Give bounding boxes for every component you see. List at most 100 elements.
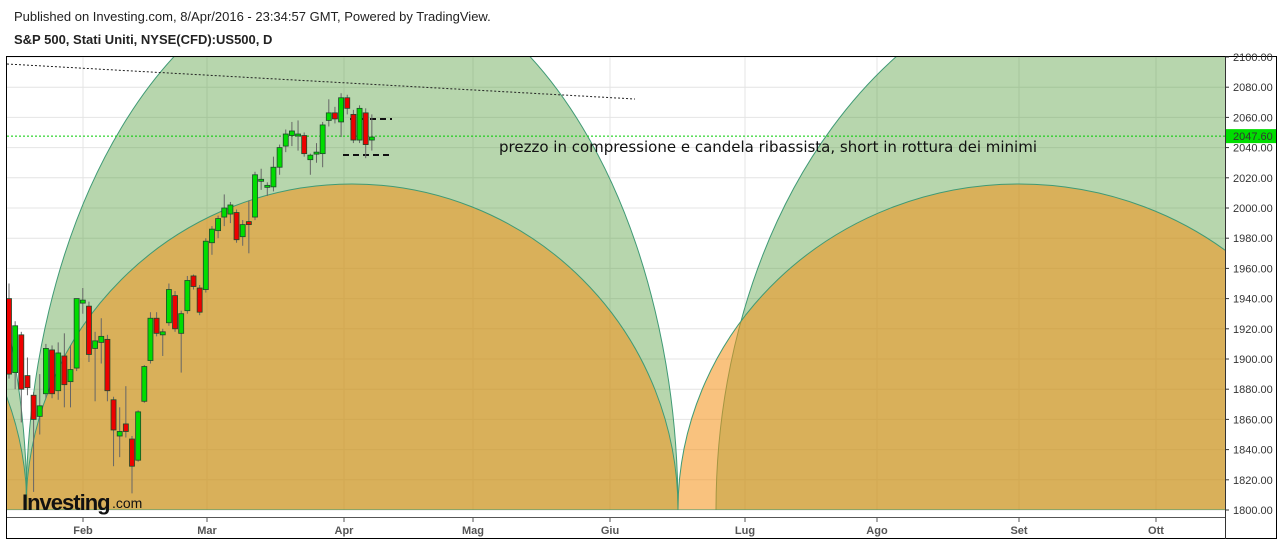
price-axis[interactable]: 2100.00 2080.00 2060.00 2040.00 2020.00 2000.…: [1225, 52, 1273, 517]
candle-body: [356, 107, 363, 141]
price-tick-label: 1960.00: [1233, 263, 1273, 275]
candle: [295, 120, 301, 151]
candle: [276, 144, 283, 175]
candle-body: [362, 112, 369, 145]
candle-body: [209, 228, 215, 244]
drawings: [7, 63, 1225, 156]
candle: [252, 171, 258, 221]
candle-body: [258, 178, 265, 182]
trend-line[interactable]: [7, 63, 636, 100]
candle: [221, 194, 228, 227]
candle-body: [67, 369, 74, 383]
candle-body: [110, 399, 117, 431]
time-tick-label: Giu: [601, 525, 619, 537]
candle: [104, 334, 111, 402]
time-axis[interactable]: Feb Mar Apr Mag Giu Lug Ago Set Ott: [73, 517, 1164, 537]
price-tick-label: 2020.00: [1233, 173, 1273, 185]
candle: [18, 331, 25, 423]
candle: [129, 436, 135, 494]
candle-body: [270, 166, 277, 188]
candle: [36, 374, 43, 435]
candle-body: [92, 340, 98, 349]
candle-body: [49, 349, 55, 395]
time-tick-label: Mar: [197, 525, 217, 537]
candle: [338, 93, 345, 138]
candle-body: [227, 204, 234, 215]
candle: [282, 129, 289, 153]
candle-body: [295, 133, 301, 137]
candle-body: [61, 355, 68, 386]
candle: [332, 106, 338, 124]
candle-body: [196, 287, 203, 313]
candle: [172, 291, 178, 332]
candle-body: [221, 207, 228, 218]
time-tick-label: Lug: [735, 525, 755, 537]
candle: [110, 396, 117, 467]
candle: [122, 386, 129, 438]
candle: [209, 226, 215, 255]
time-tick-label: Ott: [1148, 525, 1164, 537]
price-tick-label: 1840.00: [1233, 445, 1273, 457]
candle-body: [190, 275, 197, 287]
candle-body: [36, 405, 43, 417]
candle: [202, 238, 209, 293]
candle: [43, 343, 49, 399]
candle: [135, 410, 142, 462]
cycle-1-orange-arc: [25, 183, 679, 510]
candles: [7, 93, 375, 494]
time-tick-label: Set: [1010, 525, 1027, 537]
svg-text:.com: .com: [112, 495, 142, 511]
candle-body: [313, 151, 320, 155]
candle-body: [332, 112, 338, 120]
candle-body: [178, 313, 185, 334]
cycle-2-orange-arc: [677, 183, 1225, 510]
candle-body: [135, 411, 142, 461]
candle-body: [73, 298, 80, 369]
candle-body: [301, 135, 308, 155]
candle: [116, 407, 123, 458]
candle-body: [202, 240, 209, 290]
candle: [184, 275, 191, 314]
price-tick-label: 2060.00: [1233, 112, 1273, 124]
candle-body: [122, 423, 129, 432]
candle-body: [276, 147, 283, 168]
price-tick-label: 1920.00: [1233, 324, 1273, 336]
candle: [178, 310, 185, 373]
price-tick-label: 2080.00: [1233, 82, 1273, 94]
candle-body: [215, 218, 222, 232]
candle-body: [116, 431, 123, 437]
candle: [12, 321, 19, 390]
candle-body: [350, 113, 357, 141]
published-info: Published on Investing.com, 8/Apr/2016 -…: [14, 9, 491, 24]
candle-body: [344, 97, 351, 109]
candle: [92, 331, 98, 402]
candle-body: [79, 299, 86, 304]
time-tick-label: Mag: [462, 525, 484, 537]
price-tick-label: 1900.00: [1233, 354, 1273, 366]
candle: [7, 283, 12, 379]
candle: [73, 298, 80, 372]
candle-body: [245, 221, 252, 226]
candle-body: [239, 224, 246, 238]
candle: [86, 301, 92, 363]
candle: [49, 345, 55, 399]
candle-body: [368, 136, 375, 141]
price-tick-label: 1800.00: [1233, 505, 1273, 517]
candle-body: [233, 212, 240, 241]
candle-body: [86, 305, 92, 355]
candle-body: [55, 352, 62, 392]
candle: [313, 143, 320, 163]
cycle-0-orange-arc: [7, 396, 28, 510]
candle: [153, 312, 160, 337]
price-tick-label: 1880.00: [1233, 384, 1273, 396]
candle-body: [159, 331, 166, 336]
candle-body: [252, 174, 258, 218]
candle-body: [172, 295, 178, 330]
candle: [344, 94, 351, 115]
candle-body: [184, 280, 191, 312]
candle: [24, 357, 31, 396]
candle-body: [18, 334, 25, 390]
candle: [61, 333, 68, 408]
candle: [79, 288, 86, 314]
